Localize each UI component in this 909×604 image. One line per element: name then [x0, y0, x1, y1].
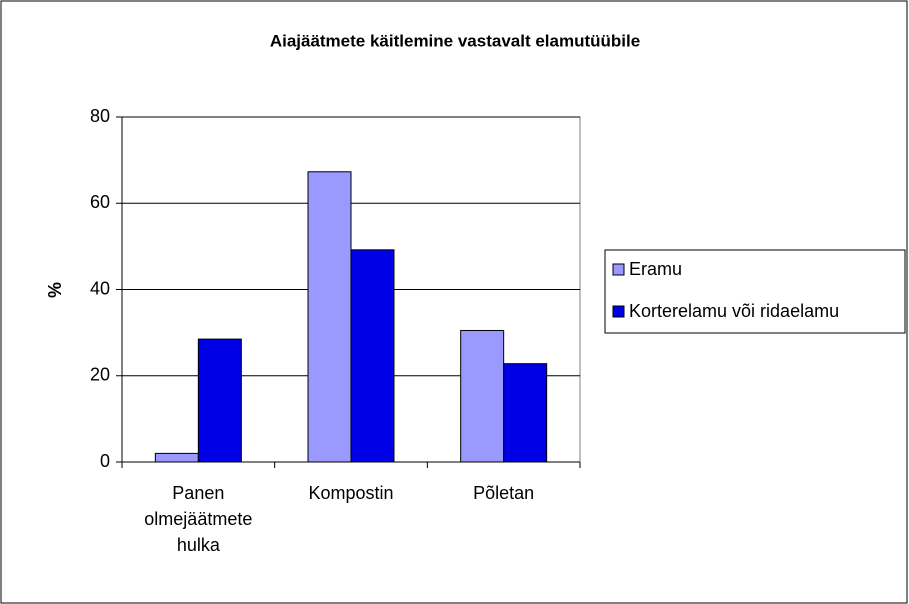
- bar: [154, 452, 199, 463]
- bar: [350, 249, 395, 463]
- y-axis-label: %: [45, 282, 65, 298]
- x-tick-label-box: Põletan: [473, 483, 535, 503]
- y-tick-label: 0: [100, 451, 110, 471]
- legend-box: [604, 249, 906, 334]
- legend-swatch: [612, 305, 625, 318]
- legend-label: Eramu: [629, 259, 682, 279]
- bar: [307, 171, 352, 463]
- bar: [197, 338, 242, 463]
- bar: [503, 363, 548, 463]
- bar: [460, 329, 505, 463]
- x-tick-label: Põletan: [473, 483, 535, 503]
- y-tick-label: 80: [90, 106, 110, 126]
- legend-label: Korterelamu või ridaelamu: [629, 301, 839, 321]
- x-tick-label: Kompostin: [308, 483, 394, 503]
- chart-title: Aiajäätmete käitlemine vastavalt elamutü…: [270, 31, 640, 50]
- y-tick-label: 20: [90, 365, 110, 385]
- x-tick-label-box: Kompostin: [308, 483, 394, 503]
- y-tick-label: 40: [90, 278, 110, 298]
- x-tick-label: Panen olmejäätmete hulka: [144, 483, 253, 555]
- x-tick-label-box: Panen olmejäätmete hulka: [144, 483, 253, 555]
- y-tick-label: 60: [90, 192, 110, 212]
- legend-swatch: [612, 263, 625, 276]
